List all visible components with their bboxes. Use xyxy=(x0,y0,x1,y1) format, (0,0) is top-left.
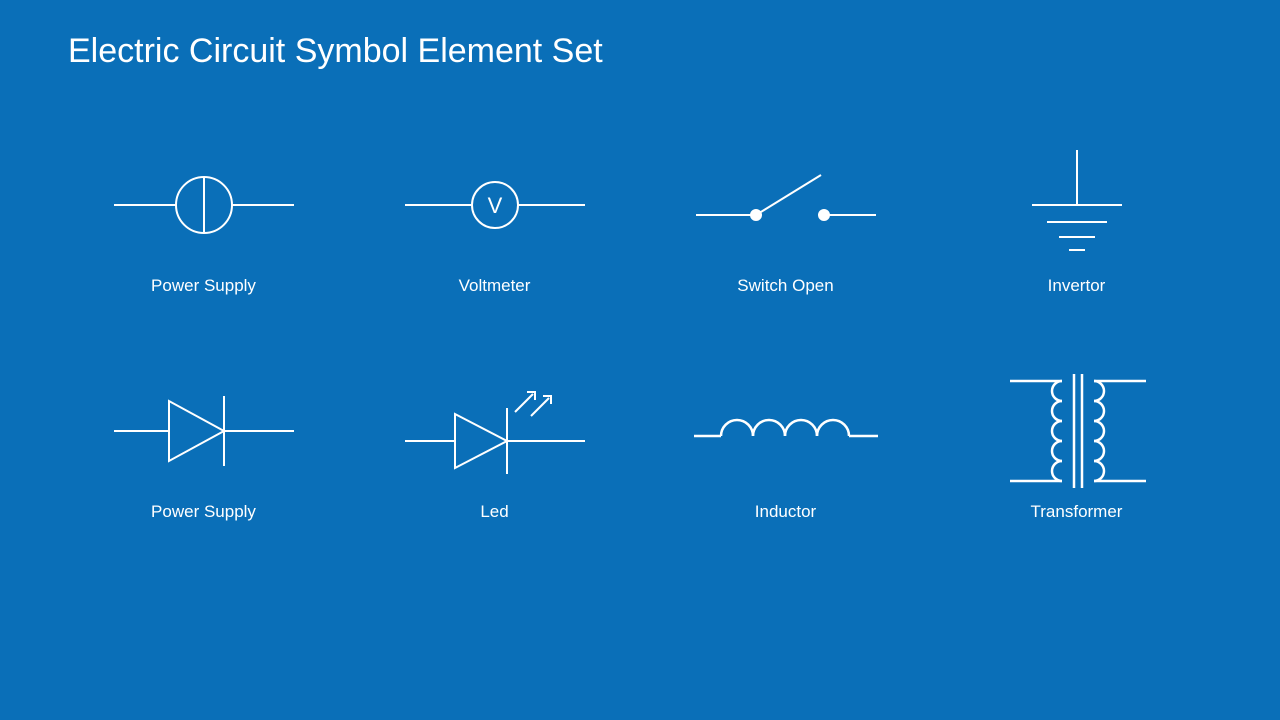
cell-led: Led xyxy=(359,366,630,522)
label-transformer: Transformer xyxy=(1031,502,1123,522)
cell-inductor: Inductor xyxy=(650,366,921,522)
cell-transformer: Transformer xyxy=(941,366,1212,522)
label-led: Led xyxy=(480,502,508,522)
voltmeter-icon: V xyxy=(385,140,605,270)
diode-icon xyxy=(94,366,314,496)
label-inductor: Inductor xyxy=(755,502,816,522)
cell-switch-open: Switch Open xyxy=(650,140,921,296)
voltmeter-letter: V xyxy=(487,193,502,218)
inductor-icon xyxy=(676,366,896,496)
cell-voltmeter: V Voltmeter xyxy=(359,140,630,296)
symbol-grid: Power Supply V Voltmeter xyxy=(68,140,1212,522)
power-supply-icon xyxy=(94,140,314,270)
label-power-supply-2: Power Supply xyxy=(151,502,256,522)
led-icon xyxy=(385,366,605,496)
label-power-supply-1: Power Supply xyxy=(151,276,256,296)
cell-power-supply-1: Power Supply xyxy=(68,140,339,296)
transformer-icon xyxy=(967,366,1187,496)
label-voltmeter: Voltmeter xyxy=(459,276,531,296)
label-invertor: Invertor xyxy=(1048,276,1106,296)
cell-invertor: Invertor xyxy=(941,140,1212,296)
ground-icon xyxy=(967,140,1187,270)
cell-power-supply-2: Power Supply xyxy=(68,366,339,522)
label-switch-open: Switch Open xyxy=(737,276,833,296)
switch-open-icon xyxy=(676,140,896,270)
page-title: Electric Circuit Symbol Element Set xyxy=(68,32,603,71)
